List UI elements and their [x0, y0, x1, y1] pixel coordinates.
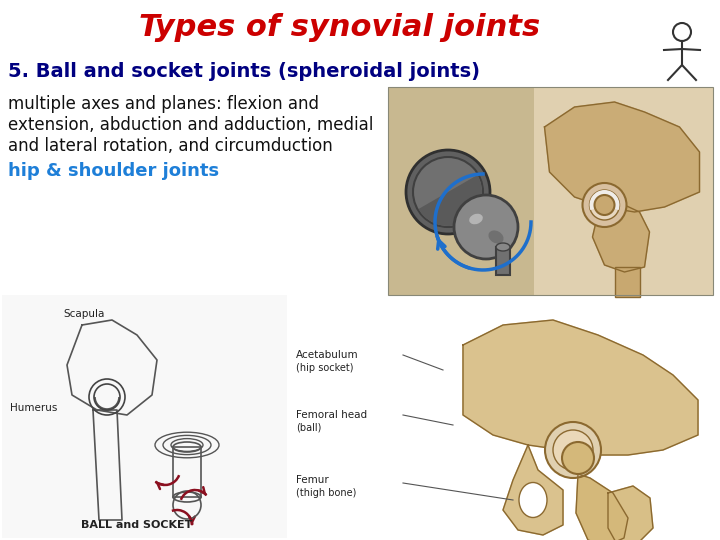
- Polygon shape: [503, 445, 563, 535]
- Text: (ball): (ball): [296, 423, 321, 433]
- Bar: [534, 87, 713, 295]
- Polygon shape: [463, 320, 698, 455]
- Text: extension, abduction and adduction, medial: extension, abduction and adduction, medi…: [8, 116, 374, 134]
- Polygon shape: [608, 486, 653, 540]
- Bar: [496, 247, 510, 275]
- Circle shape: [406, 150, 490, 234]
- Circle shape: [413, 157, 483, 227]
- Bar: [173, 447, 201, 497]
- Text: BALL and SOCKET: BALL and SOCKET: [81, 520, 193, 530]
- Text: and lateral rotation, and circumduction: and lateral rotation, and circumduction: [8, 137, 333, 155]
- Polygon shape: [593, 205, 649, 272]
- Bar: [388, 87, 534, 295]
- Text: (hip socket): (hip socket): [296, 363, 354, 373]
- Text: Femur: Femur: [296, 475, 329, 485]
- Bar: [614, 267, 639, 297]
- Circle shape: [562, 442, 594, 474]
- Ellipse shape: [469, 214, 483, 224]
- Ellipse shape: [496, 243, 510, 251]
- Circle shape: [553, 430, 593, 470]
- Text: Scapula: Scapula: [63, 309, 104, 319]
- Bar: [288, 295, 718, 538]
- Text: hip & shoulder joints: hip & shoulder joints: [8, 162, 219, 180]
- Text: Humerus: Humerus: [10, 403, 58, 413]
- Ellipse shape: [488, 231, 503, 244]
- Text: Femoral head: Femoral head: [296, 410, 367, 420]
- Ellipse shape: [519, 483, 547, 517]
- Text: 5. Ball and socket joints (spheroidal joints): 5. Ball and socket joints (spheroidal jo…: [8, 62, 480, 81]
- Bar: [2, 295, 287, 538]
- Text: multiple axes and planes: flexion and: multiple axes and planes: flexion and: [8, 95, 319, 113]
- Text: (thigh bone): (thigh bone): [296, 488, 356, 498]
- Circle shape: [545, 422, 601, 478]
- Polygon shape: [576, 474, 628, 540]
- Circle shape: [595, 195, 614, 215]
- Polygon shape: [544, 102, 700, 212]
- Circle shape: [582, 183, 626, 227]
- Wedge shape: [590, 190, 619, 210]
- Circle shape: [590, 190, 619, 220]
- Bar: [388, 87, 713, 295]
- Circle shape: [454, 195, 518, 259]
- Text: Types of synovial joints: Types of synovial joints: [140, 14, 541, 43]
- Wedge shape: [418, 175, 482, 226]
- Text: Acetabulum: Acetabulum: [296, 350, 359, 360]
